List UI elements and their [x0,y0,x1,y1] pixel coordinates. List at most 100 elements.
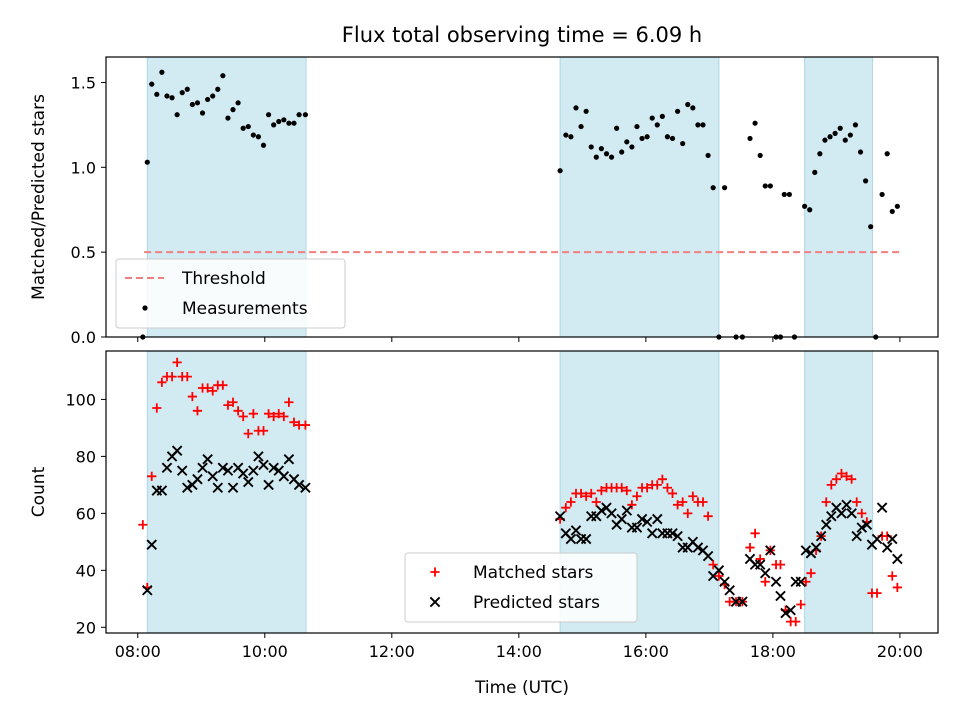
predicted-stars-point [795,576,807,587]
predicted-stars-point [861,519,873,531]
predicted-stars-point [580,533,592,545]
measurements-point [169,95,175,101]
measurements-point [149,81,155,87]
predicted-stars-point [242,476,254,488]
y-tick-label: 1.5 [71,73,96,92]
predicted-stars-point [156,485,168,496]
measurements-point [659,113,665,119]
measurements-point [296,112,302,118]
measurements-point [879,191,885,198]
predicted-stars-point [871,533,883,545]
legend-label: Predicted stars [473,593,600,613]
predicted-stars-point [142,585,153,596]
matched-stars-point [147,471,157,481]
matched-stars-point [203,383,213,393]
measurements-point [230,107,236,113]
ratio-panel: 0.0 0.5 1.0 1.5 Matched/Predicted stars Thr… [29,56,939,347]
legend-box [404,552,638,623]
predicted-stars-point [851,530,862,542]
measurements-point [837,125,843,131]
measurements-point [832,130,838,136]
measurements-point [593,154,599,160]
matched-stars-point [708,560,718,570]
measurements-point [608,154,615,160]
predicted-stars-point [222,465,234,476]
predicted-stars-point [300,482,311,493]
predicted-stars-point [765,545,776,556]
measurements-point [817,151,823,157]
predicted-stars-point [636,513,648,525]
matched-stars-point [192,406,203,416]
measurements-point [786,191,792,198]
measurements-point [245,123,251,130]
shaded-interval [559,56,720,338]
y-tick-label: 100 [65,390,96,409]
x-axis-label: Time (UTC) [474,678,569,698]
matched-stars-point [791,617,801,627]
ratio-legend: Threshold Measurements [115,258,346,329]
matched-stars-point [872,588,882,598]
matched-stars-point [662,483,673,493]
matched-stars-point [182,372,192,382]
predicted-stars-point [197,462,208,474]
predicted-stars-point [667,528,678,539]
predicted-stars-point [182,482,193,493]
predicted-stars-point [565,533,577,545]
predicted-stars-point [800,545,812,556]
measurements-point [889,208,895,215]
predicted-stars-point [263,479,274,491]
matched-stars-point [269,411,279,422]
predicted-stars-point [719,576,730,587]
predicted-stars-point [836,508,847,519]
measurements-point [583,108,589,114]
y-tick-label: 20 [76,618,96,637]
measurements-point [857,149,864,155]
predicted-stars-point [217,462,229,474]
predicted-stars-point [202,453,213,465]
matched-stars-point [750,528,760,538]
measurements-point [700,122,706,128]
matched-stars-point [258,426,269,436]
measurements-point [235,100,241,106]
shaded-interval [804,350,874,634]
matched-stars-point [703,511,713,521]
ratio-y-axis-label: Matched/Predicted stars [29,94,49,300]
matched-stars-point [887,571,897,581]
matched-stars-point [892,582,902,593]
matched-stars-point [617,483,627,493]
predicted-stars-point [815,530,827,542]
matched-stars-point [806,568,816,578]
matched-stars-point [289,417,299,427]
measurements-point [690,105,696,111]
predicted-stars-point [161,462,173,474]
predicted-stars-point [237,468,249,479]
count-panel: 20 40 60 80 100 08:00 10:00 12:00 14:00 16:00 18:… [29,350,939,661]
measurements-point [286,120,292,126]
measurements-point [240,125,246,131]
predicted-stars-point [770,576,782,587]
predicted-stars-point [621,505,633,516]
measurements-point [868,224,874,230]
matched-stars-point [714,571,724,581]
measurements-point [802,203,808,209]
predicted-stars-point [616,513,627,525]
matched-stars-point [688,491,698,501]
predicted-stars-point [713,565,725,576]
matched-stars-point [279,411,289,422]
measurements-point [767,183,773,189]
predicted-stars-point [876,502,888,513]
measurements-point [722,185,728,191]
matched-stars-point [238,411,248,422]
predicted-stars-point [785,604,796,616]
predicted-stars-point [606,508,617,519]
predicted-stars-point [826,510,837,522]
measurements-point [664,134,671,140]
measurements-point [588,144,594,150]
measurements-point [654,122,660,128]
measurements-point [644,134,650,140]
measurements-point [812,169,818,175]
measurements-point [675,108,681,114]
matched-stars-point [596,485,606,496]
measurements-point [619,149,625,155]
predicted-stars-point [554,510,566,522]
